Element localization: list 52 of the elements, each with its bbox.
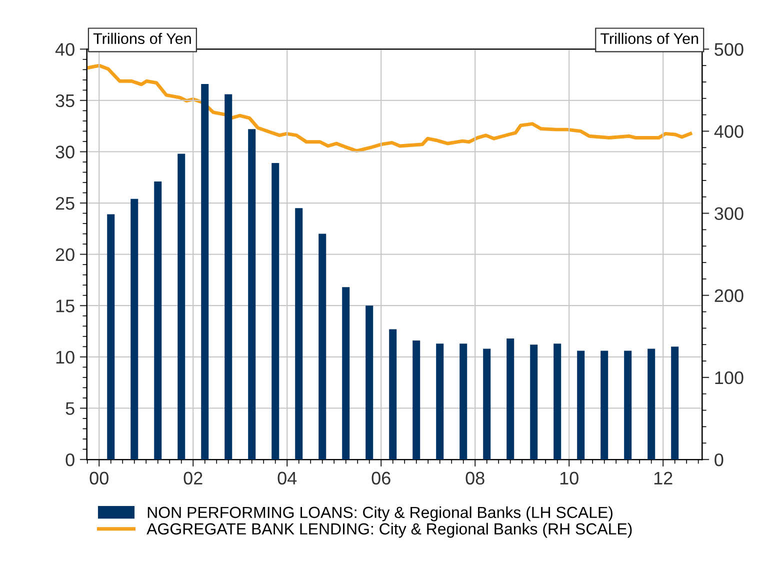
legend-label: AGGREGATE BANK LENDING: City & Regional Banks (RH SCALE) — [146, 522, 632, 538]
bar — [154, 181, 162, 460]
bar — [506, 338, 514, 460]
x-tick-label: 06 — [372, 472, 390, 485]
bar — [201, 84, 209, 460]
bar — [366, 306, 374, 460]
bar — [272, 163, 280, 460]
y2-tick-label: 300 — [714, 207, 744, 220]
bar — [483, 348, 491, 460]
bar — [130, 198, 138, 460]
y-tick-label: 25 — [56, 196, 74, 210]
y2-tick-label: 500 — [714, 43, 744, 56]
bar — [530, 344, 538, 460]
x-tick-label: 02 — [184, 472, 202, 485]
x-tick-label: 08 — [466, 472, 484, 485]
bar — [648, 348, 656, 460]
x-tick-label: 10 — [560, 472, 578, 485]
y-tick-label: 20 — [56, 248, 74, 262]
bar — [577, 350, 585, 460]
bar — [389, 329, 397, 460]
y-tick-label: 0 — [66, 453, 74, 466]
bar — [412, 340, 420, 460]
line-series — [86, 64, 692, 153]
bar — [624, 350, 632, 460]
y-tick-label: 10 — [56, 350, 74, 364]
bar — [178, 154, 186, 460]
bar — [318, 234, 326, 460]
x-tick-label: 12 — [654, 472, 672, 484]
y2-tick-label: 200 — [714, 289, 744, 302]
y2-axis-title: Trillions of Yen — [600, 32, 698, 44]
x-tick-label: 00 — [90, 472, 108, 485]
y2-tick-label: 0 — [714, 453, 724, 466]
bar — [460, 344, 468, 460]
y-axis-title: Trillions of Yen — [93, 32, 191, 44]
y-tick-label: 40 — [55, 43, 74, 56]
legend-label: NON PERFORMING LOANS: City & Regional Banks (LH SCALE) — [148, 506, 612, 522]
y-tick-label: 35 — [56, 94, 74, 108]
bar — [554, 344, 562, 460]
bar — [436, 344, 444, 460]
x-tick-label: 04 — [278, 472, 297, 485]
y-tick-label: 30 — [56, 146, 74, 158]
bar — [224, 94, 232, 460]
bar — [671, 346, 679, 460]
y2-tick-label: 400 — [714, 125, 744, 138]
bar — [600, 350, 608, 460]
y-tick-label: 15 — [56, 300, 74, 312]
y2-tick-label: 100 — [715, 371, 744, 384]
bar — [342, 287, 350, 460]
bar — [295, 208, 303, 460]
bar — [107, 214, 115, 460]
y-tick-label: 5 — [66, 402, 74, 415]
bar — [248, 129, 256, 460]
